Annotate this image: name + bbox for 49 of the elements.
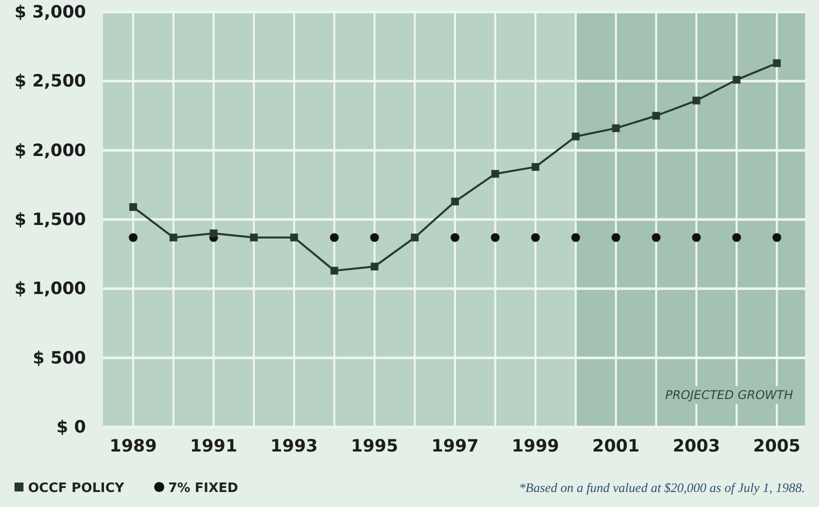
point <box>652 112 660 120</box>
x-tick-label: 2003 <box>672 436 720 456</box>
point <box>451 198 459 206</box>
x-tick-label: 2005 <box>753 436 801 456</box>
point <box>370 233 379 242</box>
x-tick-label: 1995 <box>350 436 398 456</box>
y-tick-label: $ 1,500 <box>14 210 86 230</box>
point <box>370 262 378 270</box>
point <box>572 132 580 140</box>
band-label: PROJECTED GROWTH <box>665 388 793 402</box>
point <box>772 233 782 242</box>
point <box>330 233 339 242</box>
point <box>290 234 298 242</box>
x-tick-label: 1989 <box>110 436 157 456</box>
x-tick-label: 2001 <box>592 436 640 456</box>
point <box>410 234 419 242</box>
point <box>491 170 500 178</box>
point <box>772 59 781 68</box>
point <box>692 96 700 104</box>
point <box>128 233 138 242</box>
point <box>170 234 178 242</box>
y-tick-label: $ 1,000 <box>14 279 86 300</box>
point <box>210 229 218 238</box>
point <box>571 233 580 242</box>
x-tick-label: 1993 <box>270 436 318 456</box>
legend-label: OCCF POLICY <box>28 481 125 496</box>
point <box>490 233 500 242</box>
point <box>330 266 338 275</box>
point <box>732 76 740 84</box>
point <box>612 124 620 132</box>
point <box>692 233 701 242</box>
point <box>532 163 540 171</box>
x-tick-label: 1997 <box>431 436 479 456</box>
point <box>652 233 661 242</box>
text: *Based on a fund valued at $20,000 as of July 1, 1988. <box>519 480 805 495</box>
y-tick-label: $ 2,000 <box>14 140 86 161</box>
x-tick-label: 1999 <box>512 436 560 456</box>
point <box>129 203 138 211</box>
point <box>732 233 741 242</box>
y-tick-label: $ 2,500 <box>14 72 86 92</box>
point <box>531 233 540 242</box>
y-tick-label: $ 3,000 <box>14 2 86 22</box>
y-tick-label: $ 500 <box>32 348 86 368</box>
point <box>612 233 620 242</box>
point <box>250 234 258 242</box>
x-tick-label: 1991 <box>190 436 238 456</box>
legend-label: 7% FIXED <box>168 481 238 496</box>
y-tick-label: $ 0 <box>56 417 86 438</box>
point <box>450 233 460 242</box>
